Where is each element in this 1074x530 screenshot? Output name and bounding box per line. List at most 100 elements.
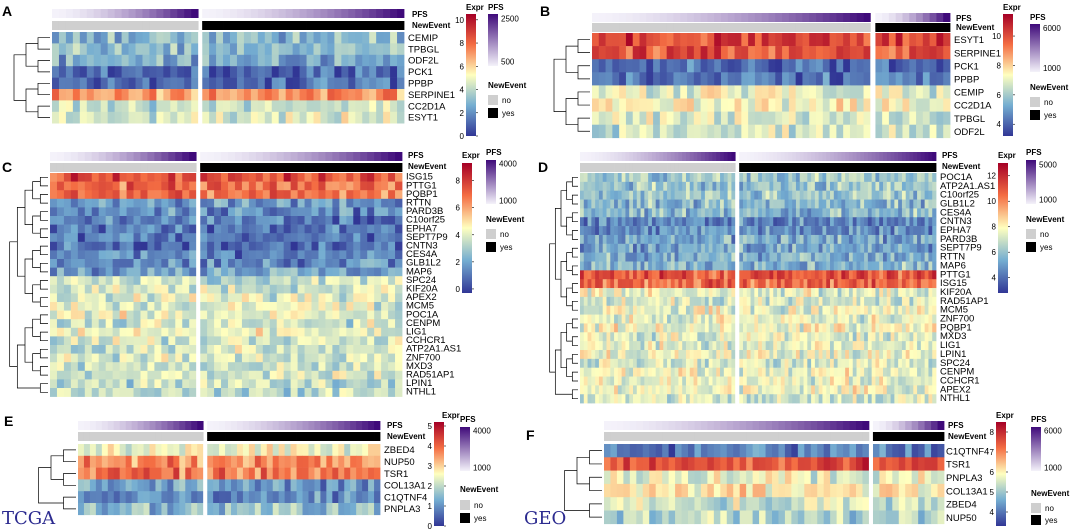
heatmap-cell xyxy=(640,367,645,377)
heatmap-cell xyxy=(769,358,774,368)
heatmap-cell xyxy=(716,199,721,209)
heatmap-cell xyxy=(655,314,660,324)
heatmap-cell xyxy=(845,261,850,271)
heatmap-cell xyxy=(704,376,710,386)
heatmap-cell xyxy=(221,353,229,363)
heatmap-cell xyxy=(332,345,340,354)
heatmap-cell xyxy=(632,358,638,368)
heatmap-cell xyxy=(112,173,120,182)
newevent-annotation-cell xyxy=(112,163,120,172)
heatmap-cell xyxy=(685,234,691,245)
heatmap-cell xyxy=(56,233,65,243)
heatmap-cell xyxy=(639,72,647,86)
newevent-annotation-cell xyxy=(221,163,229,172)
newevent-annotation-cell xyxy=(381,163,389,172)
heatmap-cell xyxy=(788,261,793,271)
heatmap-cell xyxy=(126,319,134,329)
heatmap-cell xyxy=(332,284,340,294)
heatmap-cell xyxy=(651,243,657,253)
pfs-annotation-cell xyxy=(816,13,824,22)
heatmap-cell xyxy=(716,208,721,218)
heatmap-cell xyxy=(84,241,93,251)
heatmap-cell xyxy=(754,350,759,360)
heatmap-cell xyxy=(63,284,72,294)
heatmap-cell xyxy=(632,234,638,245)
heatmap-cell xyxy=(648,279,653,289)
heatmap-cell xyxy=(871,252,876,262)
newevent-annotation-cell xyxy=(636,163,641,172)
heatmap-cell xyxy=(750,288,755,298)
heatmap-cell xyxy=(754,376,759,386)
heatmap-cell xyxy=(629,190,634,200)
heatmap-cell xyxy=(207,250,215,260)
newevent-annotation-cell xyxy=(278,21,287,30)
heatmap-cell xyxy=(395,173,403,182)
heatmap-cell xyxy=(346,198,354,208)
heatmap-cell xyxy=(617,341,623,351)
heatmap-cell xyxy=(346,388,354,397)
heatmap-cells xyxy=(580,173,937,404)
heatmap-cell xyxy=(799,270,804,280)
heatmap-cell xyxy=(621,367,626,377)
heatmap-cell xyxy=(595,279,600,289)
heatmap-cell xyxy=(777,261,782,271)
heatmap-cell xyxy=(871,279,876,289)
heatmap-cell xyxy=(147,336,155,346)
pfs-annotation-cell xyxy=(214,152,222,161)
heatmap-cell xyxy=(168,216,176,225)
heatmap-cell xyxy=(651,199,657,209)
heatmap-cell xyxy=(126,276,134,286)
heatmap-cell xyxy=(894,217,899,227)
newevent-annotation-cell xyxy=(678,163,683,172)
heatmap-cell xyxy=(325,310,333,320)
heatmap-cell xyxy=(234,293,243,303)
heatmap-cell xyxy=(202,43,210,56)
pfs-annotation-cell xyxy=(168,152,176,161)
heatmap-cell xyxy=(822,124,830,139)
heatmap-cell xyxy=(341,54,349,67)
heatmap-cell xyxy=(928,350,933,360)
heatmap-cell xyxy=(860,270,865,280)
heatmap-cell xyxy=(754,261,759,271)
pfs-annotation-cell xyxy=(348,9,356,18)
heatmap-cell xyxy=(276,207,285,217)
heatmap-cell xyxy=(346,207,354,217)
heatmap-cell xyxy=(845,173,850,183)
heatmap-cell xyxy=(685,217,691,227)
heatmap-cell xyxy=(154,198,162,208)
heatmap-cell xyxy=(234,302,243,311)
heatmap-cell xyxy=(583,367,588,377)
heatmap-cell xyxy=(84,388,93,397)
heatmap-cell xyxy=(374,319,382,329)
heatmap-cell xyxy=(595,208,600,218)
newevent-annotation-cell xyxy=(768,23,776,32)
heatmap-cell xyxy=(667,323,672,333)
heatmap-cell xyxy=(77,284,86,294)
heatmap-cell xyxy=(50,302,58,311)
heatmap-cell xyxy=(133,276,141,286)
heatmap-cell xyxy=(905,181,910,191)
heatmap-cell xyxy=(271,100,280,113)
heatmap-cell xyxy=(886,296,891,307)
heatmap-cell xyxy=(228,190,236,200)
heatmap-cell xyxy=(598,208,604,218)
dendrogram-branch xyxy=(39,280,48,290)
heatmap-cell xyxy=(707,46,715,60)
heatmap-cell xyxy=(388,259,396,268)
heatmap-cell xyxy=(610,341,615,351)
newevent-legend-title: NewEvent xyxy=(488,81,527,90)
heatmap-cell xyxy=(777,323,782,333)
pfs-annotation-cell xyxy=(580,152,585,161)
newevent-annotation-cell xyxy=(836,23,844,32)
expr-tick-label: 8 xyxy=(997,61,1002,70)
heatmap-cell xyxy=(353,362,361,372)
heatmap-cell xyxy=(648,358,653,368)
heatmap-cell xyxy=(175,302,183,311)
heatmap-cell xyxy=(140,327,148,337)
heatmap-cell xyxy=(112,181,120,191)
heatmap-cell xyxy=(765,173,770,183)
heatmap-cell xyxy=(809,98,817,112)
heatmap-cell xyxy=(598,234,604,245)
pfs-annotation-cell xyxy=(79,9,88,18)
pfs-annotation-cell xyxy=(748,13,756,22)
